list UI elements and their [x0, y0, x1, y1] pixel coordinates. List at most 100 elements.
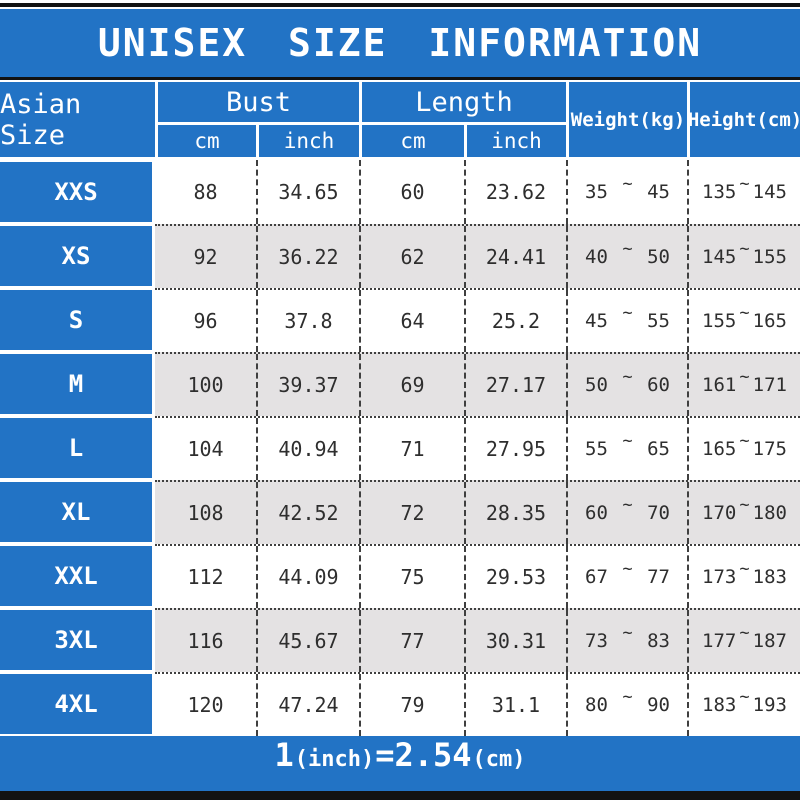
table-row: XXL 112 44.09 75 29.53 67 ~77 173 ~183 — [0, 544, 800, 608]
length-inch-cell: 27.95 — [464, 418, 566, 480]
bust-cm-cell: 100 — [187, 373, 224, 397]
height-range-cell: 161 ~171 — [687, 354, 800, 416]
size-label-cell: S — [0, 288, 155, 352]
header-length-label: Length — [415, 86, 513, 118]
weight-range-cell: 55 ~65 — [566, 418, 687, 480]
tilde-separator: ~ — [739, 559, 750, 579]
height-range-cell: 145 ~155 — [687, 226, 800, 288]
row-data: 112 44.09 75 29.53 67 ~77 173 ~183 — [155, 544, 800, 608]
tilde-separator: ~ — [622, 303, 633, 323]
tilde-separator: ~ — [622, 623, 633, 643]
row-data: 100 39.37 69 27.17 50 ~60 161 ~171 — [155, 352, 800, 416]
length-cm-cell: 77 — [359, 610, 464, 672]
length-cm-cell: 60 — [359, 160, 464, 224]
conversion-note-inch-label: (inch) — [294, 747, 375, 772]
length-cm-cell: 79 — [359, 674, 464, 736]
table-row: M 100 39.37 69 27.17 50 ~60 161 ~171 — [0, 352, 800, 416]
header-length-units: cm inch — [362, 122, 566, 157]
row-data: 116 45.67 77 30.31 73 ~83 177 ~187 — [155, 608, 800, 672]
header-bust-label: Bust — [225, 86, 292, 118]
tilde-separator: ~ — [622, 239, 633, 259]
row-data: 108 42.52 72 28.35 60 ~70 170 ~180 — [155, 480, 800, 544]
length-cm-cell: 69 — [359, 354, 464, 416]
height-range-cell: 183 ~193 — [687, 674, 800, 736]
weight-range-cell: 45 ~55 — [566, 290, 687, 352]
bust-cm-cell: 88 — [193, 180, 218, 204]
bust-cm-cell: 120 — [187, 693, 224, 717]
bust-cm-cell: 116 — [187, 629, 224, 653]
row-data: 92 36.22 62 24.41 40 ~50 145 ~155 — [155, 224, 800, 288]
bust-cm-cell: 108 — [187, 501, 224, 525]
bust-inch-cell: 34.65 — [256, 160, 359, 224]
table-row: XL 108 42.52 72 28.35 60 ~70 170 ~180 — [0, 480, 800, 544]
tilde-separator: ~ — [739, 174, 750, 194]
table-row: XS 92 36.22 62 24.41 40 ~50 145 ~155 — [0, 224, 800, 288]
bottom-black-strip — [0, 791, 800, 800]
size-label-cell: XXL — [0, 544, 155, 608]
table-row: S 96 37.8 64 25.2 45 ~55 155 ~165 — [0, 288, 800, 352]
tilde-separator: ~ — [622, 559, 633, 579]
length-inch-cell: 25.2 — [464, 290, 566, 352]
size-label: XXS — [54, 178, 98, 206]
size-label: XS — [61, 242, 91, 270]
tilde-separator: ~ — [622, 687, 633, 707]
bust-inch-cell: 37.8 — [256, 290, 359, 352]
tilde-separator: ~ — [739, 303, 750, 323]
height-range-cell: 165 ~175 — [687, 418, 800, 480]
tilde-separator: ~ — [739, 623, 750, 643]
top-black-strip — [0, 3, 800, 7]
size-label: XXL — [54, 562, 98, 590]
size-label: S — [68, 306, 84, 334]
conversion-note-band: 1 (inch) =2.54 (cm) — [0, 736, 800, 791]
bust-inch-cell: 44.09 — [256, 546, 359, 608]
bust-inch-cell: 42.52 — [256, 482, 359, 544]
title-band: UNISEX SIZE INFORMATION — [0, 9, 800, 77]
size-label: L — [68, 434, 84, 462]
header-length-cm: cm — [400, 129, 426, 153]
bust-cm-cell: 92 — [193, 245, 218, 269]
size-label: XL — [61, 498, 91, 526]
header-bust-units: cm inch — [158, 122, 359, 157]
length-inch-cell: 27.17 — [464, 354, 566, 416]
height-range-cell: 135 ~145 — [687, 160, 800, 224]
row-data: 120 47.24 79 31.1 80 ~90 183 ~193 — [155, 672, 800, 736]
weight-range-cell: 60 ~70 — [566, 482, 687, 544]
table-body: XXS 88 34.65 60 23.62 35 ~45 135 ~145 XS 9… — [0, 160, 800, 736]
bust-cm-cell: 96 — [193, 309, 218, 333]
height-range-cell: 170 ~180 — [687, 482, 800, 544]
weight-range-cell: 80 ~90 — [566, 674, 687, 736]
length-cm-cell: 72 — [359, 482, 464, 544]
header-length-inch: inch — [464, 125, 566, 157]
length-inch-cell: 30.31 — [464, 610, 566, 672]
tilde-separator: ~ — [622, 431, 633, 451]
length-inch-cell: 29.53 — [464, 546, 566, 608]
bust-inch-cell: 39.37 — [256, 354, 359, 416]
table-row: L 104 40.94 71 27.95 55 ~65 165 ~175 — [0, 416, 800, 480]
bust-cm-cell: 104 — [187, 437, 224, 461]
size-label: 3XL — [54, 626, 98, 654]
length-inch-cell: 31.1 — [464, 674, 566, 736]
size-label-cell: 4XL — [0, 672, 155, 736]
size-label-cell: M — [0, 352, 155, 416]
conversion-note-number: 1 — [274, 736, 294, 774]
length-inch-cell: 23.62 — [464, 160, 566, 224]
weight-range-cell: 35 ~45 — [566, 160, 687, 224]
table-row: 3XL 116 45.67 77 30.31 73 ~83 177 ~187 — [0, 608, 800, 672]
table-header: Asian Size Bust cm inch Length cm inch W… — [0, 80, 800, 160]
height-range-cell: 173 ~183 — [687, 546, 800, 608]
length-cm-cell: 64 — [359, 290, 464, 352]
length-inch-cell: 28.35 — [464, 482, 566, 544]
top-white-strip-2 — [0, 7, 800, 9]
size-label-cell: XL — [0, 480, 155, 544]
header-group-length: Length cm inch — [359, 82, 566, 157]
height-range-cell: 155 ~165 — [687, 290, 800, 352]
title-divider — [0, 77, 800, 80]
page-title: UNISEX SIZE INFORMATION — [97, 21, 703, 65]
tilde-separator: ~ — [622, 367, 633, 387]
tilde-separator: ~ — [739, 687, 750, 707]
length-cm-cell: 75 — [359, 546, 464, 608]
tilde-separator: ~ — [622, 495, 633, 515]
weight-range-cell: 50 ~60 — [566, 354, 687, 416]
length-cm-cell: 62 — [359, 226, 464, 288]
